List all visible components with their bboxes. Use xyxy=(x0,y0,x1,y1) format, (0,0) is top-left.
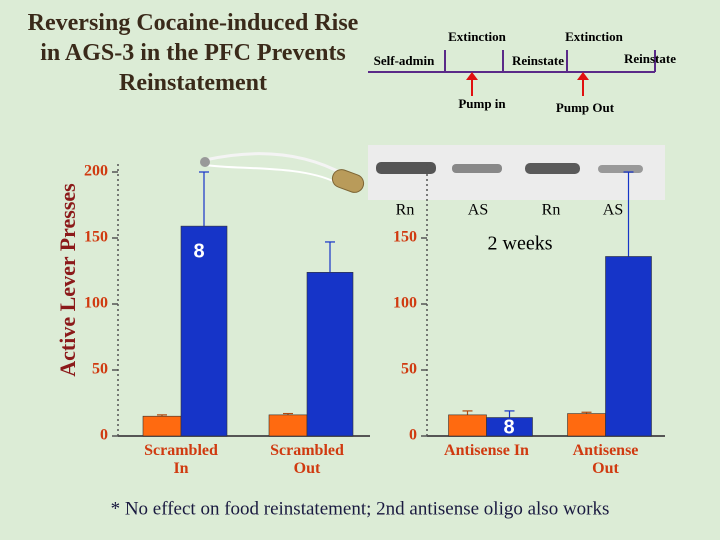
slide-title: Reversing Cocaine-induced Rise in AGS-3 … xyxy=(27,10,359,96)
bar xyxy=(486,417,533,437)
pump-illustration xyxy=(200,152,365,193)
bar xyxy=(605,256,652,437)
pump-label: Pump in xyxy=(458,96,506,111)
phase-label: Reinstate xyxy=(512,53,564,68)
y-tick-label: 200 xyxy=(84,163,108,180)
phase-label: Extinction xyxy=(565,29,624,44)
blot-label: AS xyxy=(603,202,623,219)
x-tick-label: Antisense In xyxy=(444,442,529,459)
pump-arrows xyxy=(466,72,589,96)
interval-label: 2 weeks xyxy=(488,233,553,255)
bar xyxy=(142,415,182,437)
annotation: 8 xyxy=(503,416,514,438)
phase-label: Self-admin xyxy=(374,53,435,68)
bar xyxy=(448,414,487,437)
x-tick-label: Scrambled Out xyxy=(270,442,344,477)
western-blot xyxy=(368,145,665,200)
bar xyxy=(306,272,354,437)
phase-label: Extinction xyxy=(448,29,507,44)
phase-label: Reinstate xyxy=(624,51,676,66)
timeline xyxy=(368,50,656,73)
x-tick-label: Antisense Out xyxy=(572,442,639,477)
blot-label: Rn xyxy=(396,202,415,219)
y-tick-label: 150 xyxy=(393,229,417,246)
annotation: 8 xyxy=(193,240,204,262)
blot-label: Rn xyxy=(542,202,561,219)
bar xyxy=(567,413,606,437)
y-tick-label: 150 xyxy=(84,229,108,246)
bar xyxy=(268,414,308,437)
y-tick-label: 100 xyxy=(84,295,108,312)
y-tick-label: 50 xyxy=(92,361,108,378)
y-tick-label: 100 xyxy=(393,295,417,312)
y-tick-label: 50 xyxy=(401,361,417,378)
y-tick-label: 0 xyxy=(100,427,108,444)
x-tick-label: Scrambled In xyxy=(144,442,218,477)
footnote: * No effect on food reinstatement; 2nd a… xyxy=(111,498,610,519)
y-axis-label: Active Lever Presses xyxy=(55,183,80,377)
bar xyxy=(180,225,228,437)
pump-label: Pump Out xyxy=(555,100,615,115)
y-tick-label: 0 xyxy=(409,427,417,444)
blot-label: AS xyxy=(468,202,488,219)
